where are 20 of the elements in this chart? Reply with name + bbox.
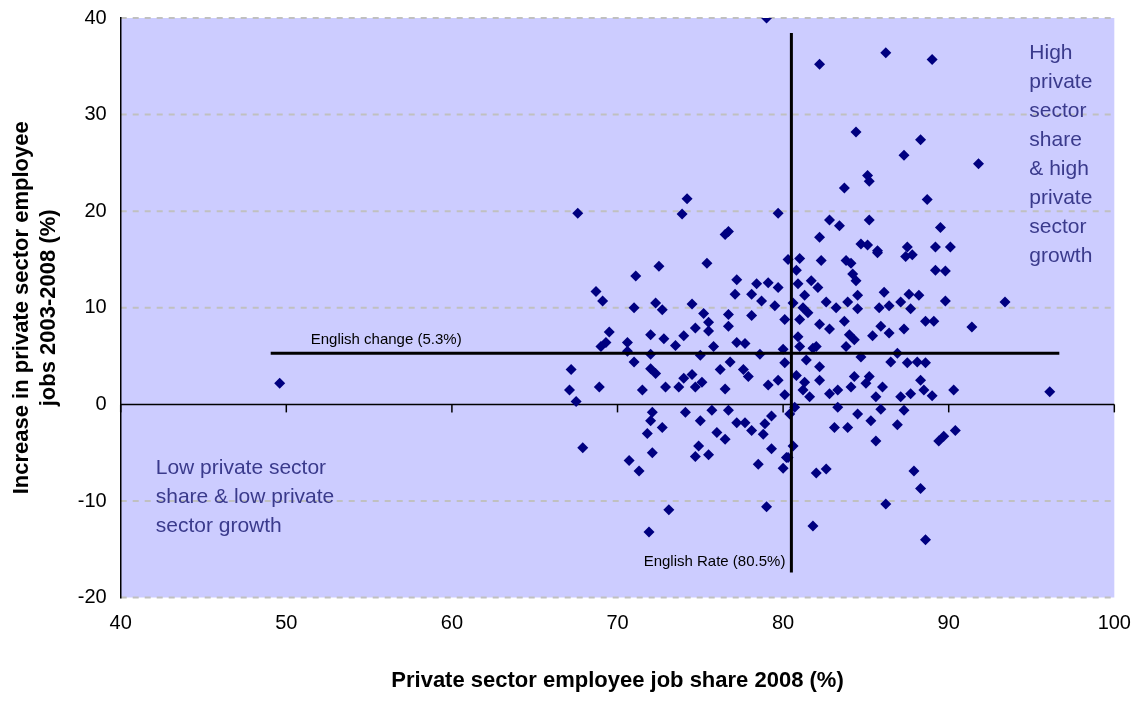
x-tick-label: 90 — [937, 611, 960, 634]
ref-line-label: English Rate (80.5%) — [643, 552, 786, 570]
y-tick-label: 40 — [84, 5, 107, 28]
y-axis-title: Increase in private sector employee jobs 2003-2008 (%) — [8, 121, 60, 495]
y-tick-label: 20 — [84, 198, 107, 221]
ref-line-label: English change (5.3%) — [310, 329, 462, 347]
x-axis-title: Private sector employee job share 2008 (%) — [391, 666, 844, 692]
annotation: High private sector share & high private sector growth — [1029, 40, 1093, 267]
y-tick-label: 0 — [95, 391, 107, 414]
x-tick-label: 50 — [275, 611, 298, 634]
y-tick-label: 30 — [84, 102, 107, 125]
y-tick-label: -10 — [77, 488, 107, 511]
annotation: Low private sector share & low private sector growth — [155, 454, 335, 536]
x-tick-label: 100 — [1097, 611, 1131, 634]
y-tick-label: -20 — [77, 585, 107, 608]
y-tick-label: 10 — [84, 295, 107, 318]
x-tick-label: 70 — [606, 611, 629, 634]
x-tick-label: 80 — [771, 611, 795, 634]
x-tick-label: 60 — [440, 611, 464, 634]
x-tick-label: 40 — [109, 611, 132, 634]
